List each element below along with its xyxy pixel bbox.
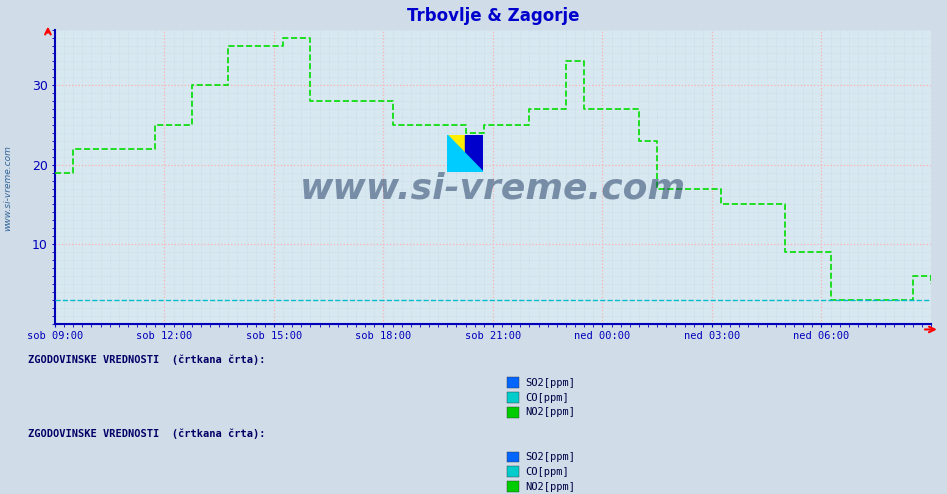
Text: CO[ppm]: CO[ppm] [526,467,569,477]
Title: Trbovlje & Zagorje: Trbovlje & Zagorje [406,7,580,25]
Bar [465,134,483,171]
Text: SO2[ppm]: SO2[ppm] [526,378,576,388]
Text: ZGODOVINSKE VREDNOSTI  (črtkana črta):: ZGODOVINSKE VREDNOSTI (črtkana črta): [28,429,266,439]
Text: NO2[ppm]: NO2[ppm] [526,482,576,492]
Text: ZGODOVINSKE VREDNOSTI  (črtkana črta):: ZGODOVINSKE VREDNOSTI (črtkana črta): [28,355,266,365]
Text: SO2[ppm]: SO2[ppm] [526,452,576,462]
Text: CO[ppm]: CO[ppm] [526,393,569,403]
Text: www.si-vreme.com: www.si-vreme.com [3,145,12,231]
Text: www.si-vreme.com: www.si-vreme.com [300,171,686,206]
Polygon shape [447,134,483,171]
Text: NO2[ppm]: NO2[ppm] [526,408,576,417]
